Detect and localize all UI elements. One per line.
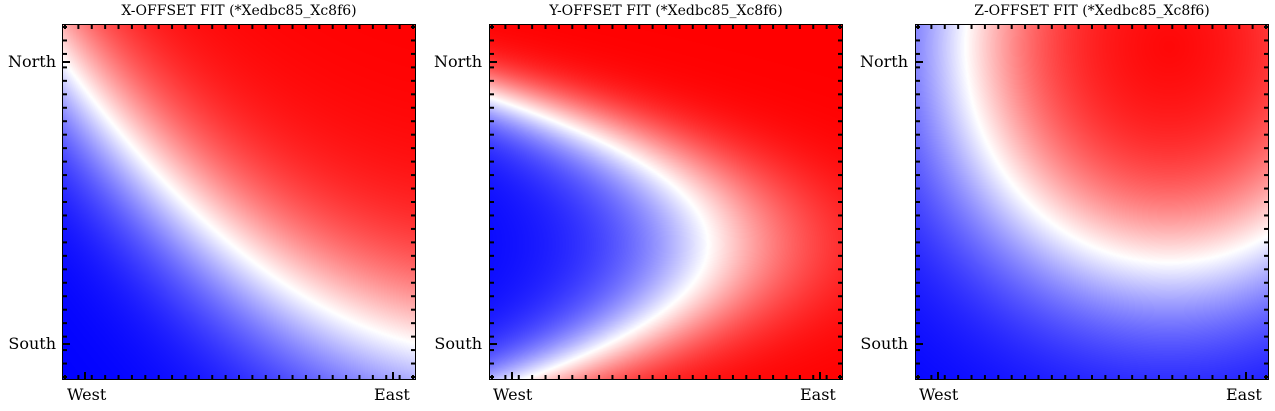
x-tick-label-east: East xyxy=(800,385,836,404)
tick-marks xyxy=(63,25,415,379)
tick-marks xyxy=(490,25,842,379)
heatmap-x-offset xyxy=(63,25,415,379)
x-tick-label-west: West xyxy=(919,385,959,404)
x-tick-label-west: West xyxy=(493,385,533,404)
plot-area xyxy=(915,24,1269,380)
y-tick-label-north: North xyxy=(433,52,482,71)
x-tick-label-west: West xyxy=(67,385,107,404)
y-tick-label-north: North xyxy=(7,52,56,71)
chart-title: X-OFFSET FIT (*Xedbc85_Xc8f6) xyxy=(121,3,357,19)
plot-area xyxy=(62,24,416,380)
y-tick-label-north: North xyxy=(859,52,908,71)
chart-title: Z-OFFSET FIT (*Xedbc85_Xc8f6) xyxy=(974,3,1210,19)
x-tick-label-east: East xyxy=(1226,385,1262,404)
y-tick-label-south: South xyxy=(8,334,56,353)
chart-panel-x-offset: X-OFFSET FIT (*Xedbc85_Xc8f6) North Sout… xyxy=(0,0,420,411)
plot-area xyxy=(489,24,843,380)
chart-title: Y-OFFSET FIT (*Xedbc85_Xc8f6) xyxy=(549,3,783,19)
tick-marks xyxy=(916,25,1268,379)
heatmap-y-offset xyxy=(490,25,842,379)
chart-panel-z-offset: Z-OFFSET FIT (*Xedbc85_Xc8f6) North Sout… xyxy=(852,0,1272,411)
x-tick-label-east: East xyxy=(374,385,410,404)
chart-panel-y-offset: Y-OFFSET FIT (*Xedbc85_Xc8f6) North Sout… xyxy=(426,0,846,411)
y-tick-label-south: South xyxy=(860,334,908,353)
y-tick-label-south: South xyxy=(434,334,482,353)
heatmap-z-offset xyxy=(916,25,1268,379)
